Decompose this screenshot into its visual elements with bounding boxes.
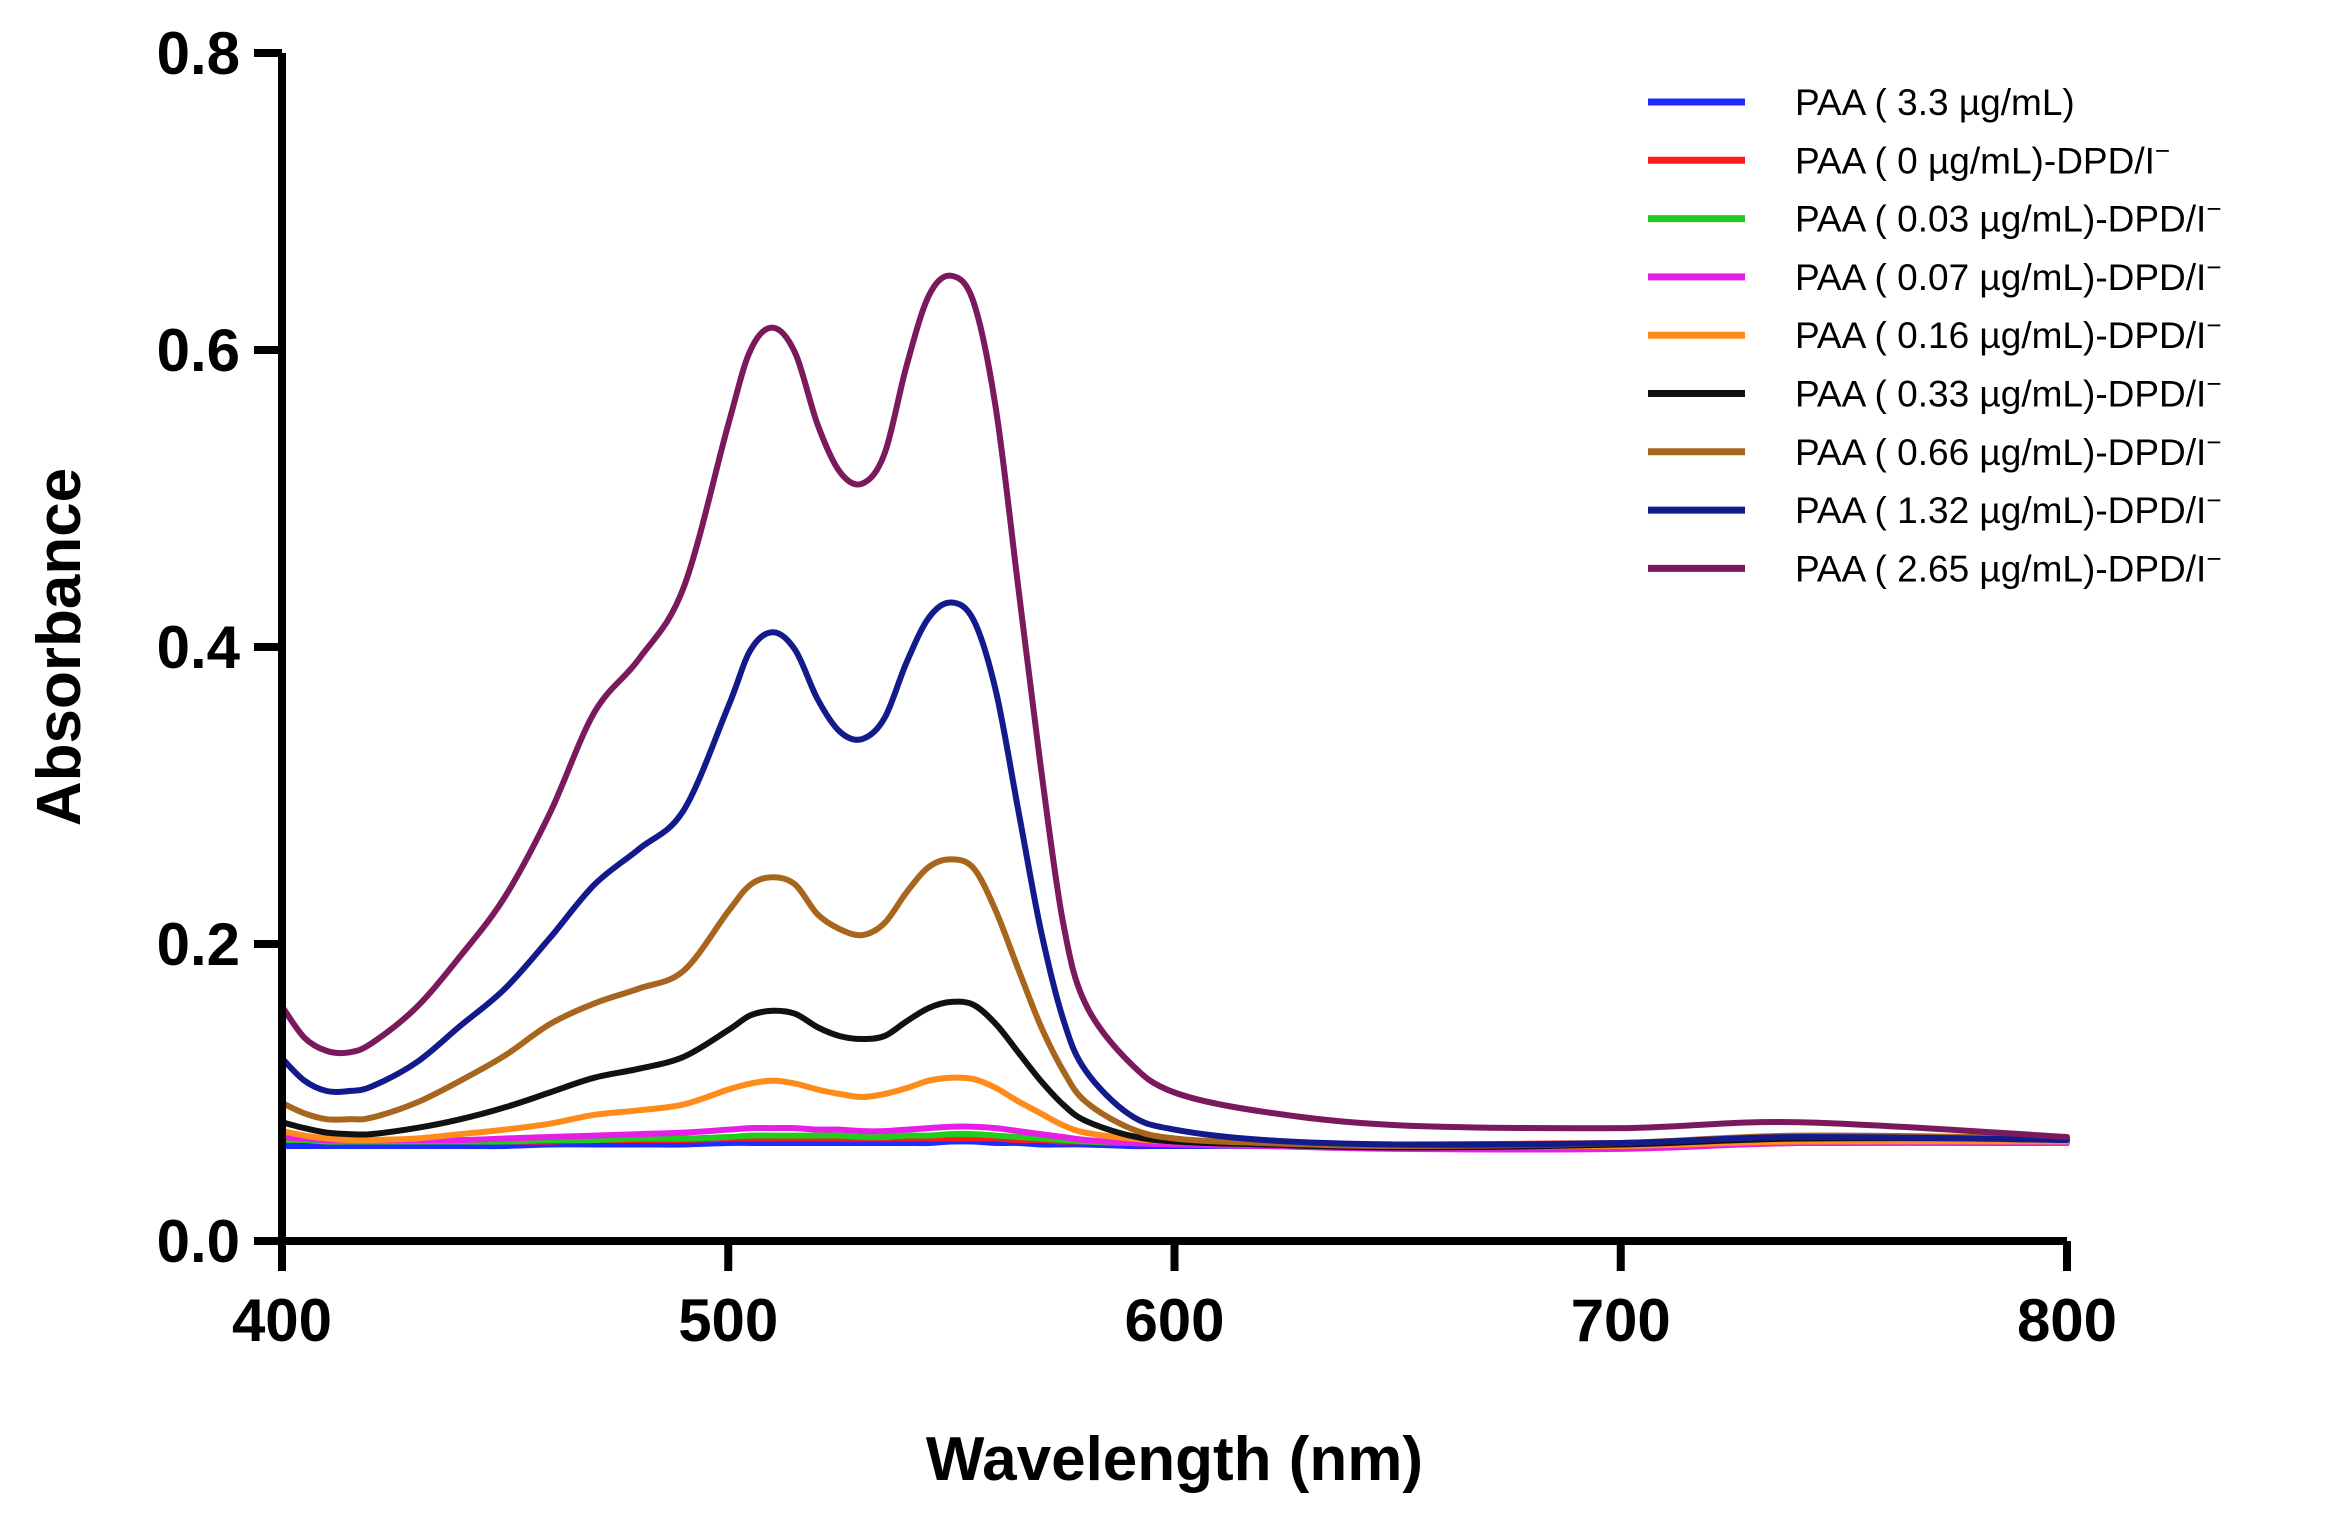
y-tick-label: 0.8 — [157, 20, 240, 87]
legend-label-3_3: PAA ( 3.3 µg/mL) — [1795, 82, 2075, 123]
legend-label-1_32: PAA ( 1.32 µg/mL)-DPD/I− — [1795, 485, 2222, 531]
x-tick-label: 800 — [2017, 1287, 2117, 1354]
x-ticks: 400 500 600 700 800 — [232, 1241, 2117, 1354]
legend-label-0_16: PAA ( 0.16 µg/mL)-DPD/I− — [1795, 310, 2222, 356]
x-tick-label: 700 — [1571, 1287, 1671, 1354]
x-tick-label: 500 — [678, 1287, 778, 1354]
x-axis-title: Wavelength (nm) — [926, 1425, 1423, 1494]
y-axis-title: Absorbance — [25, 468, 94, 826]
series-layer — [279, 272, 2070, 1153]
y-tick-label: 0.0 — [157, 1208, 240, 1275]
series-line-1_32 — [279, 599, 2070, 1148]
series-line-2_65 — [279, 272, 2070, 1140]
y-ticks: 0.0 0.2 0.4 0.6 0.8 — [157, 20, 282, 1275]
y-tick-label: 0.4 — [157, 614, 241, 681]
x-tick-label: 600 — [1124, 1287, 1224, 1354]
legend-label-0: PAA ( 0 µg/mL)-DPD/I− — [1795, 135, 2170, 181]
legend-label-2_65: PAA ( 2.65 µg/mL)-DPD/I− — [1795, 543, 2222, 589]
legend-label-0_33: PAA ( 0.33 µg/mL)-DPD/I− — [1795, 369, 2222, 415]
legend: PAA ( 3.3 µg/mL) PAA ( 0 µg/mL)-DPD/I− PAA… — [1648, 82, 2222, 589]
series-line-0_66 — [279, 856, 2070, 1149]
x-tick-label: 400 — [232, 1287, 332, 1354]
legend-label-0_07: PAA ( 0.07 µg/mL)-DPD/I− — [1795, 252, 2222, 298]
legend-label-0_66: PAA ( 0.66 µg/mL)-DPD/I− — [1795, 427, 2222, 473]
y-tick-label: 0.6 — [157, 317, 240, 384]
y-tick-label: 0.2 — [157, 911, 240, 978]
legend-label-0_03: PAA ( 0.03 µg/mL)-DPD/I− — [1795, 194, 2222, 240]
